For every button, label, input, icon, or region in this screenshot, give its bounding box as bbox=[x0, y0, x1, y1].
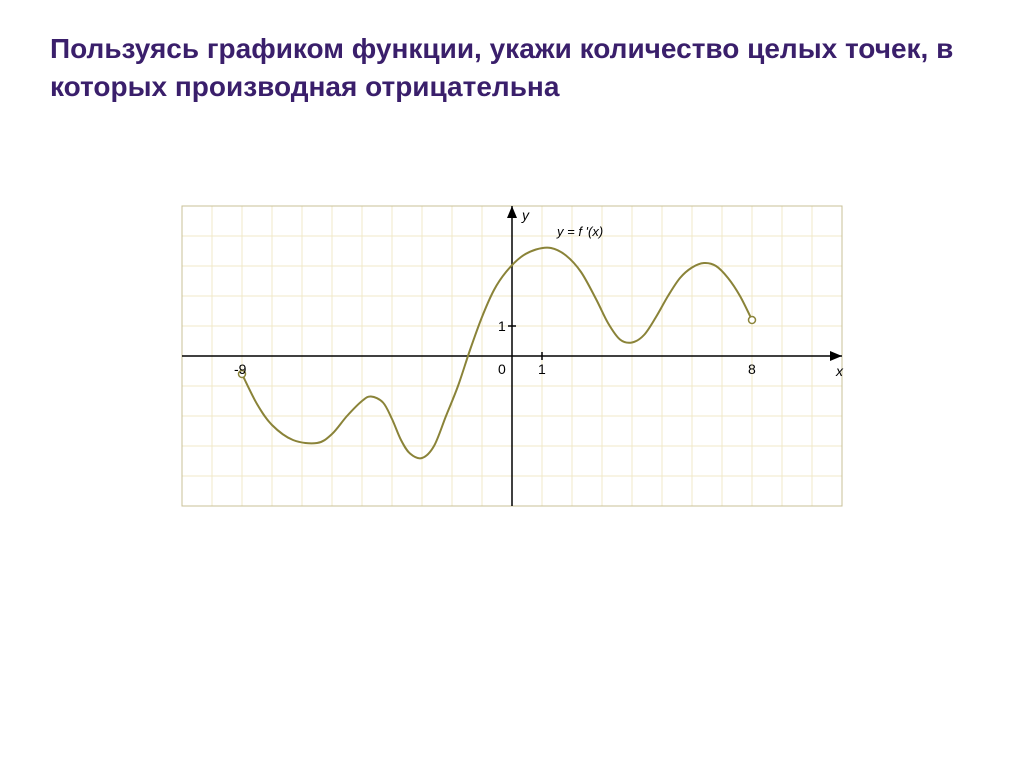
svg-text:0: 0 bbox=[498, 361, 506, 377]
svg-text:-9: -9 bbox=[234, 361, 247, 377]
svg-text:y: y bbox=[521, 207, 530, 223]
svg-text:x: x bbox=[835, 363, 844, 379]
svg-text:1: 1 bbox=[498, 318, 506, 334]
chart-container: y x 0 1 1 -9 8 y = f '(x) bbox=[152, 156, 872, 556]
slide-title: Пользуясь графиком функции, укажи количе… bbox=[50, 30, 974, 106]
function-chart: y x 0 1 1 -9 8 y = f '(x) bbox=[152, 156, 872, 556]
svg-text:1: 1 bbox=[538, 361, 546, 377]
svg-text:y = f '(x): y = f '(x) bbox=[556, 224, 603, 239]
svg-text:8: 8 bbox=[748, 361, 756, 377]
